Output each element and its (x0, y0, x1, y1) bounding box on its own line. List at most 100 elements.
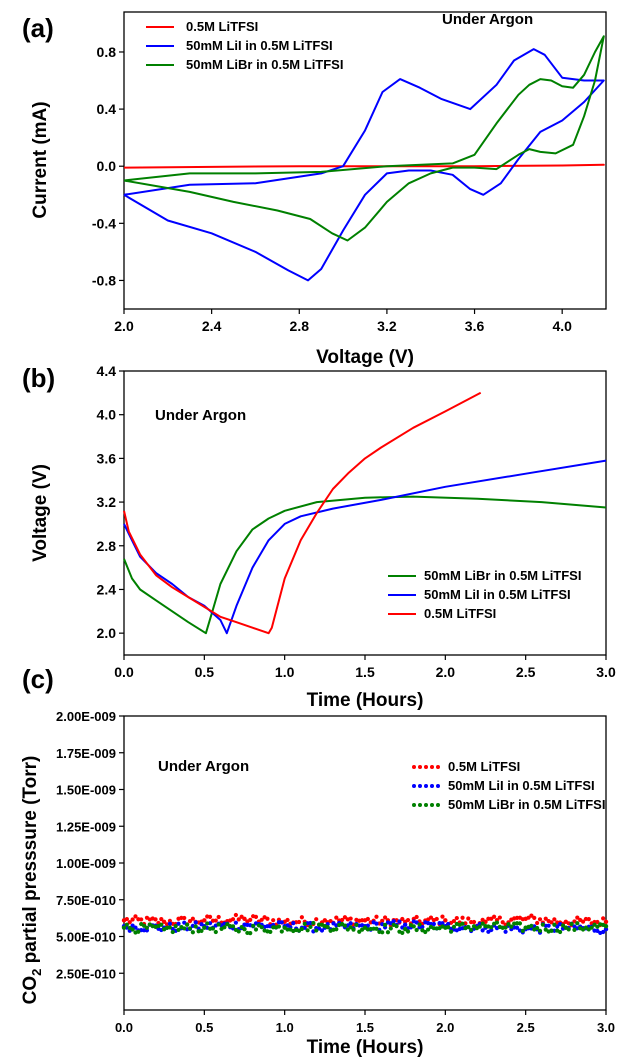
y-tick-label: 3.2 (97, 494, 117, 510)
series-1-point (348, 916, 353, 921)
y-tick-label: 1.25E-009 (56, 819, 116, 834)
series-3-point (394, 924, 399, 929)
series-3-point (595, 924, 600, 929)
x-tick-label: 1.0 (276, 1020, 294, 1035)
series-2-point (431, 921, 436, 927)
series-3-point (380, 930, 385, 935)
series-3-point (187, 926, 193, 931)
x-tick-label: 2.5 (517, 1020, 535, 1035)
series-3-point (190, 930, 195, 935)
series-2-point (360, 923, 365, 928)
panel-b-legend: 50mM LiBr in 0.5M LiTFSI 50mM LiI in 0.5M… (388, 568, 581, 621)
panel-c-y-axis-label-main: CO (20, 976, 41, 1005)
x-tick-label: 3.0 (596, 664, 616, 680)
y-tick-label: 1.00E-009 (56, 856, 116, 871)
series-1-point (265, 916, 270, 921)
panel-c-y-axis-label: CO2 partial presssure (Torr) (20, 756, 44, 1005)
series-3-point (494, 920, 500, 925)
legend-marker-2 (418, 784, 422, 788)
panel-b-chart: (b) Under Argon 0.0 0.5 1.0 1.5 2.0 2.5 3.0 2.… (22, 363, 616, 711)
series-1-point (334, 915, 339, 920)
y-tick-label: 1.75E-009 (56, 746, 116, 761)
series-1-point (451, 918, 457, 924)
series-3-point (426, 927, 431, 932)
panel-a-annotation: Under Argon (442, 11, 533, 28)
panel-c-y-axis-label-subscript: 2 (29, 969, 44, 976)
series-3-point (417, 922, 422, 927)
series-1-point (182, 915, 187, 921)
series-1-point (400, 916, 405, 922)
series-1-point (460, 915, 465, 920)
series-2-point (167, 921, 173, 926)
series-3-point (537, 928, 543, 934)
series-1-point (586, 917, 591, 922)
series-1-point (535, 920, 540, 926)
series-3-point (299, 926, 304, 932)
series-3-point (440, 924, 445, 929)
series-3-point (230, 924, 236, 929)
legend-marker-1 (424, 765, 428, 769)
series-1-point (532, 915, 537, 920)
series-1-point (529, 913, 534, 918)
series-1-point (434, 916, 439, 922)
panel-c-x-axis-label: Time (Hours) (307, 1037, 424, 1058)
series-1-point (159, 917, 164, 922)
series-3-point (601, 922, 606, 927)
legend-marker-2 (436, 784, 440, 788)
series-3-point (414, 927, 419, 933)
series-3-point (351, 927, 356, 932)
legend-marker-2 (412, 784, 416, 788)
series-1-point (299, 915, 304, 920)
series-3-point (136, 929, 141, 934)
series-1-point (601, 916, 606, 921)
series-2-point (391, 919, 396, 924)
legend-marker-3 (430, 803, 434, 807)
series-3-point (360, 927, 365, 932)
panel-b-y-ticks: 2.0 2.4 2.8 3.2 3.6 4.0 4.4 (97, 363, 124, 641)
y-tick-label: 4.4 (97, 363, 117, 379)
series-3-point (451, 924, 457, 929)
series-3-point (144, 925, 150, 930)
series-2-point (176, 921, 181, 926)
series-3-point (251, 923, 256, 928)
series-line-2 (123, 48, 605, 282)
series-3-point (170, 929, 175, 935)
series-1-point (207, 914, 213, 919)
series-1-point (380, 918, 385, 923)
series-1-point (428, 915, 434, 920)
series-1-point (360, 918, 365, 923)
panel-c-series (121, 912, 609, 936)
series-1-point (127, 920, 132, 925)
panel-c-y-ticks: 2.50E-010 5.00E-010 7.50E-010 1.00E-009 1.25… (56, 709, 124, 981)
series-1-point (153, 917, 158, 922)
series-3-point (248, 931, 253, 936)
y-tick-label: 2.8 (97, 538, 117, 554)
series-3-point (575, 921, 580, 926)
series-3-point (405, 929, 411, 934)
series-1-point (520, 917, 525, 922)
series-3-point (216, 922, 221, 927)
series-1-point (497, 915, 502, 920)
series-1-point (130, 917, 135, 922)
series-3-point (279, 929, 284, 934)
series-3-point (509, 924, 514, 929)
legend-marker-1 (418, 765, 422, 769)
series-1-point (471, 919, 477, 925)
panel-a-legend: 0.5M LiTFSI 50mM LiI in 0.5M LiTFSI 50mM L… (146, 19, 343, 72)
series-3-point (121, 925, 127, 930)
series-3-point (199, 928, 204, 933)
series-1-point (414, 914, 419, 920)
legend-label-2: 50mM LiI in 0.5M LiTFSI (186, 38, 333, 53)
y-tick-label: 4.0 (97, 407, 117, 423)
series-3-point (305, 928, 310, 933)
series-1-point (365, 916, 370, 922)
series-1-point (595, 919, 600, 925)
series-1-point (492, 914, 497, 919)
series-3-point (173, 924, 178, 929)
series-3-point (213, 929, 218, 935)
series-2-point (402, 922, 408, 927)
series-3-point (503, 925, 508, 930)
legend-label-2: 50mM LiI in 0.5M LiTFSI (448, 778, 595, 793)
panel-a-y-axis-label: Current (mA) (30, 101, 51, 218)
series-3-point (325, 924, 330, 930)
